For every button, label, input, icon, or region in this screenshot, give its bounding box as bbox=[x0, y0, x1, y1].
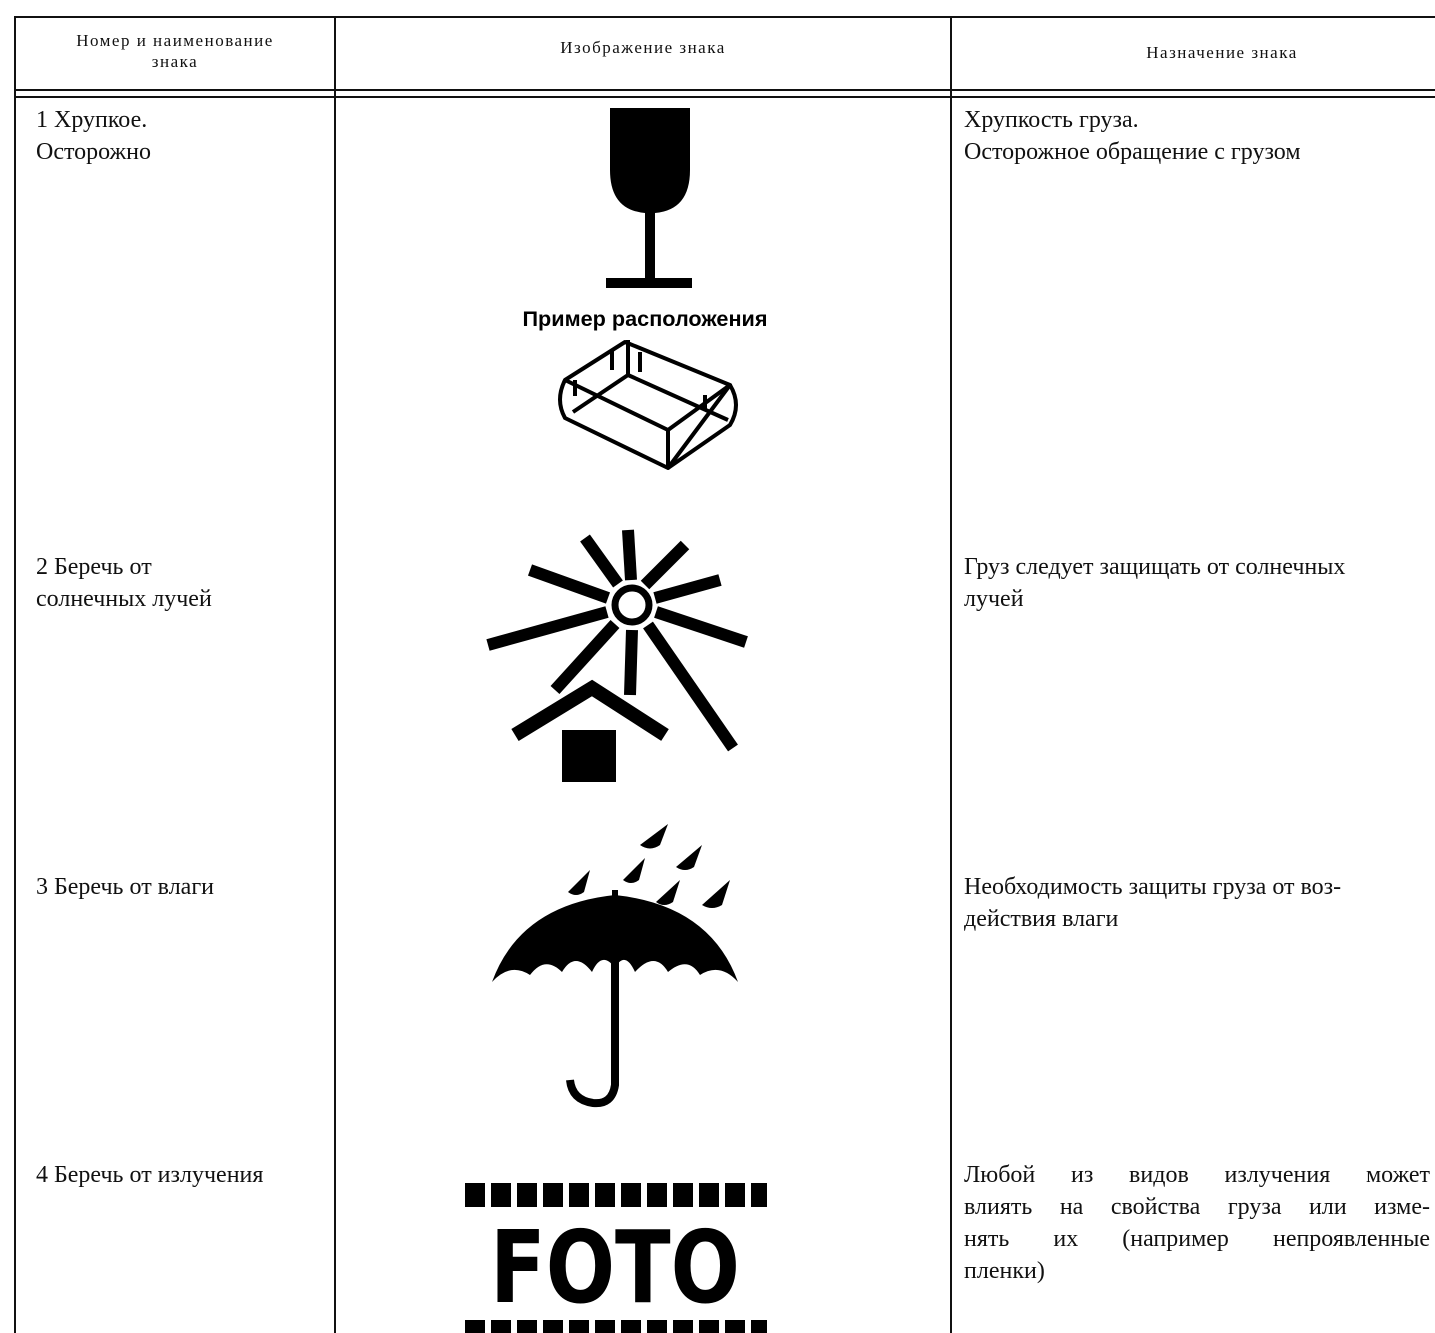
cell-text: солнечных лучей bbox=[36, 586, 212, 612]
box-icon bbox=[558, 340, 738, 470]
table-border bbox=[334, 17, 336, 1333]
cell-text: Необходимость защиты груза от воз- bbox=[964, 874, 1342, 900]
header-text: знака bbox=[151, 52, 199, 71]
header-text: Номер и наименование bbox=[76, 31, 274, 50]
sign-caption: Пример расположения bbox=[523, 308, 768, 331]
name-cell: 2 Беречь от солнечных лучей bbox=[36, 551, 212, 615]
purpose-cell: Любой из видов излучения может влиять на… bbox=[964, 1159, 1430, 1287]
sun-icon bbox=[562, 730, 616, 782]
radiation-icon bbox=[465, 1183, 767, 1333]
header-cell: Номер и наименование знака bbox=[16, 30, 334, 72]
cell-text: Осторожное обращение с грузом bbox=[964, 139, 1301, 165]
table-border bbox=[14, 89, 1435, 91]
name-cell: 4 Беречь от излучения bbox=[36, 1159, 263, 1191]
sign-caption: FOTO bbox=[490, 1209, 740, 1326]
table-border bbox=[950, 17, 952, 1333]
cell-text: 2 Беречь от bbox=[36, 554, 152, 580]
umbrella-icon bbox=[492, 824, 738, 1108]
header-text: Назначение знака bbox=[1146, 43, 1298, 62]
header-cell: Назначение знака bbox=[952, 42, 1435, 63]
cell-text: лучей bbox=[964, 586, 1024, 612]
purpose-cell: Необходимость защиты груза от воз- дейст… bbox=[964, 871, 1341, 935]
fragile-icon bbox=[606, 108, 692, 288]
cell-text: пленки) bbox=[964, 1258, 1045, 1284]
cell-text: Груз следует защищать от солнечных bbox=[964, 554, 1346, 580]
header-cell: Изображение знака bbox=[336, 37, 950, 58]
name-cell: 3 Беречь от влаги bbox=[36, 871, 214, 903]
header-text: Изображение знака bbox=[560, 38, 726, 57]
table-border bbox=[14, 16, 1435, 18]
cell-text: Любой из видов излучения может bbox=[964, 1162, 1430, 1188]
cell-text: Хрупкость груза. bbox=[964, 107, 1139, 133]
cell-text: 4 Беречь от излучения bbox=[36, 1162, 264, 1188]
name-cell: 1 Хрупкое. Осторожно bbox=[36, 104, 151, 168]
cell-text: действия влаги bbox=[964, 906, 1119, 932]
cell-text: влиять на свойства груза или изме- bbox=[964, 1194, 1430, 1220]
sun-icon bbox=[486, 529, 748, 752]
cell-text: 3 Беречь от влаги bbox=[36, 874, 215, 900]
table-border bbox=[14, 17, 16, 1333]
purpose-cell: Хрупкость груза. Осторожное обращение с … bbox=[964, 104, 1301, 168]
table-border bbox=[14, 96, 1435, 98]
purpose-cell: Груз следует защищать от солнечных лучей bbox=[964, 551, 1345, 615]
cell-text: Осторожно bbox=[36, 139, 151, 165]
cell-text: 1 Хрупкое. bbox=[36, 107, 148, 133]
cell-text: нять их (например непроявленные bbox=[964, 1226, 1430, 1252]
